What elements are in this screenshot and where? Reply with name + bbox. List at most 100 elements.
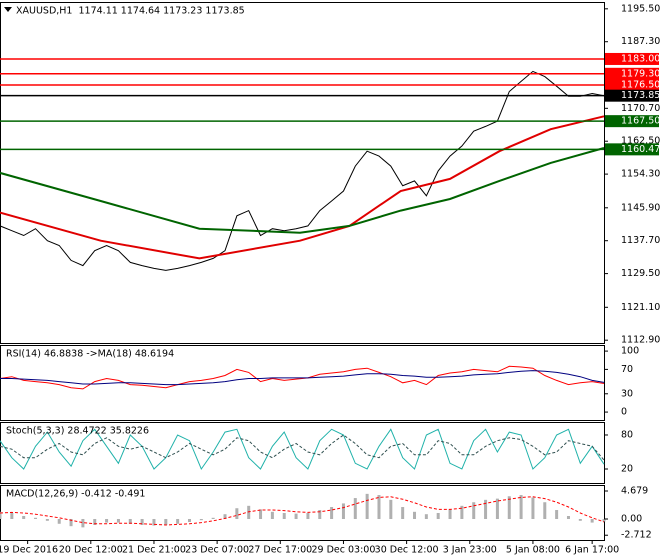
histogram-bar xyxy=(602,518,606,522)
x-tick-label: 29 Dec 03:00 xyxy=(312,545,376,556)
histogram-bar xyxy=(341,503,345,519)
histogram-bar xyxy=(247,505,251,519)
histogram-bar xyxy=(282,513,286,519)
panel-title: MACD(12,26,9) -0.412 -0.491 xyxy=(6,489,145,500)
histogram-bar xyxy=(223,514,227,519)
x-tick-label: 5 Jan 08:00 xyxy=(506,545,560,556)
y-tick-label: 1162.50 xyxy=(621,136,660,147)
series-line xyxy=(0,370,605,386)
histogram-bar xyxy=(436,513,440,519)
y-tick-label: 100 xyxy=(621,346,639,357)
histogram-bar xyxy=(211,517,215,519)
y-tick-label: 1154.30 xyxy=(621,169,660,180)
y-tick-label: 1145.90 xyxy=(621,202,660,213)
series-line xyxy=(0,147,605,234)
menu-triangle[interactable] xyxy=(4,7,12,12)
histogram-bar xyxy=(555,510,559,519)
histogram-bar xyxy=(507,496,511,519)
series-line xyxy=(0,428,605,471)
x-tick-label: 30 Dec 12:00 xyxy=(375,545,439,556)
x-tick-label: 21 Dec 21:00 xyxy=(122,545,186,556)
histogram-bar xyxy=(330,507,334,519)
level-tag xyxy=(605,67,659,80)
level-tag xyxy=(605,89,659,102)
histogram-bar xyxy=(34,517,38,519)
histogram-bar xyxy=(543,502,547,519)
histogram-bar xyxy=(22,516,26,519)
level-label: 1167.50 xyxy=(621,116,660,127)
histogram-bar xyxy=(187,518,191,522)
histogram-bar xyxy=(45,518,49,521)
panel-title: XAUUSD,H1 1174.11 1174.64 1173.23 1173.8… xyxy=(16,6,245,17)
histogram-bar xyxy=(105,518,109,523)
x-tick-label: 6 Jan 17:00 xyxy=(565,545,619,556)
histogram-bar xyxy=(566,516,570,519)
panel-frame xyxy=(0,345,605,421)
y-tick-label: 1137.70 xyxy=(621,235,660,246)
histogram-bar xyxy=(140,518,144,525)
x-tick-label: 19 Dec 2016 xyxy=(0,545,58,556)
histogram-bar xyxy=(365,493,369,519)
y-tick-label: 0 xyxy=(621,407,627,418)
histogram-bar xyxy=(176,518,180,524)
histogram-bar xyxy=(306,513,310,519)
y-tick-label: 1187.30 xyxy=(621,36,660,47)
histogram-bar xyxy=(484,499,488,519)
y-tick-label: 0.00 xyxy=(621,513,642,524)
histogram-bar xyxy=(389,499,393,519)
y-tick-label: 70 xyxy=(621,364,633,375)
histogram-bar xyxy=(152,518,156,526)
y-tick-label: 1170.70 xyxy=(621,103,660,114)
histogram-bar xyxy=(472,502,476,519)
histogram-bar xyxy=(270,511,274,519)
level-label: 1160.47 xyxy=(621,144,660,155)
histogram-bar xyxy=(57,518,61,524)
x-tick-label: 3 Jan 23:00 xyxy=(443,545,497,556)
series-line xyxy=(0,115,605,260)
histogram-bar xyxy=(401,507,405,519)
panel-frame xyxy=(0,422,605,484)
level-tag xyxy=(605,115,659,128)
histogram-bar xyxy=(259,509,263,519)
histogram-bar xyxy=(424,514,428,519)
x-tick-label: 23 Dec 07:00 xyxy=(185,545,249,556)
level-label: 1176.50 xyxy=(621,80,660,91)
series-line xyxy=(0,365,605,390)
histogram-bar xyxy=(590,518,594,523)
level-label: 1173.85 xyxy=(621,90,660,101)
histogram-bar xyxy=(81,518,85,528)
level-tag xyxy=(605,52,659,65)
histogram-bar xyxy=(116,518,120,523)
histogram-bar xyxy=(128,518,132,524)
level-tag xyxy=(605,143,659,156)
y-tick-label: 4.679 xyxy=(621,485,648,496)
y-tick-label: 30 xyxy=(621,388,633,399)
y-tick-label: 1129.50 xyxy=(621,268,660,279)
series-line xyxy=(0,70,605,271)
histogram-bar xyxy=(235,508,239,519)
histogram-bar xyxy=(318,510,322,519)
histogram-bar xyxy=(377,495,381,519)
level-label: 1183.00 xyxy=(621,53,660,64)
histogram-bar xyxy=(294,513,298,519)
histogram-bar xyxy=(578,518,582,521)
series-line xyxy=(0,434,605,461)
x-tick-label: 20 Dec 12:00 xyxy=(59,545,123,556)
histogram-bar xyxy=(69,518,73,527)
level-label: 1179.30 xyxy=(621,68,660,79)
series-line xyxy=(0,496,605,526)
y-tick-label: 1112.90 xyxy=(621,335,660,346)
histogram-bar xyxy=(164,518,168,525)
histogram-bar xyxy=(519,495,523,519)
histogram-bar xyxy=(353,498,357,519)
y-tick-label: 1195.50 xyxy=(621,3,660,14)
histogram-bar xyxy=(10,513,14,519)
y-tick-label: 1121.10 xyxy=(621,302,660,313)
panel-title: Stoch(5,3,3) 28.4722 35.8226 xyxy=(6,426,149,437)
x-tick-label: 27 Dec 17:00 xyxy=(248,545,312,556)
histogram-bar xyxy=(93,518,97,525)
histogram-bar xyxy=(495,498,499,519)
